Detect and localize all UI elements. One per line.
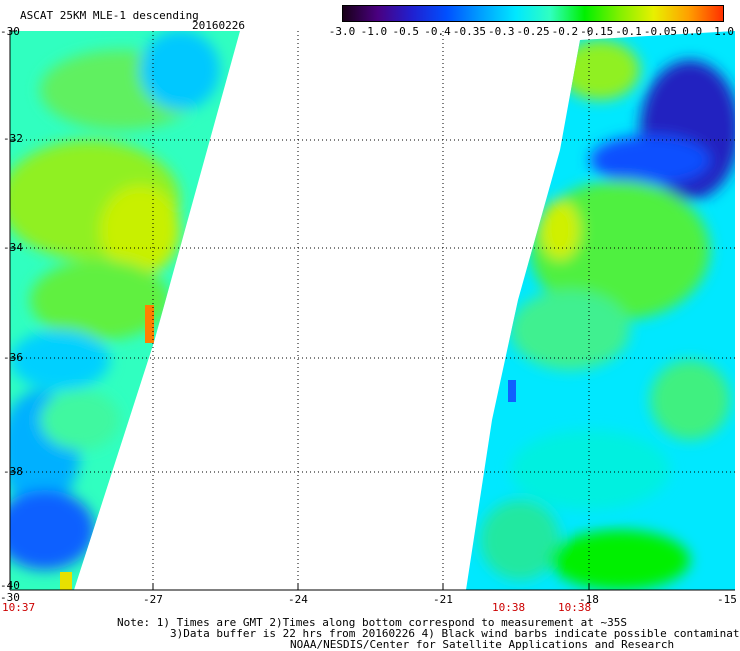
- pass-time-east-1: 10:38: [492, 601, 526, 614]
- note-line-3: NOAA/NESDIS/Center for Satellite Applica…: [290, 638, 675, 651]
- note-line-1: Note: 1) Times are GMT 2)Times along bot…: [117, 616, 627, 629]
- lon-label-27: -27: [143, 593, 163, 606]
- lon-label-18: -18: [579, 593, 599, 606]
- colorbar-label: -0.35: [452, 25, 486, 38]
- colorbar-label: -0.4: [424, 25, 451, 38]
- lat-label-38: -38: [3, 465, 23, 478]
- lon-label-24: -24: [288, 593, 308, 606]
- pass-time-west: 10:37: [2, 601, 36, 614]
- colorbar-label: -0.25: [516, 25, 550, 38]
- lat-label-30: -30: [0, 25, 20, 38]
- pass-time-east-2: 10:38: [558, 601, 592, 614]
- colorbar-label: -0.5: [392, 25, 419, 38]
- colorbar-label: 1.0: [714, 25, 734, 38]
- map-title: ASCAT 25KM MLE-1 descending: [20, 9, 199, 22]
- colorbar-label: -1.0: [360, 25, 388, 38]
- colorbar: [342, 5, 724, 22]
- lon-label-30: -30: [0, 591, 20, 604]
- lat-label-34: -34: [3, 241, 23, 254]
- lon-label-21: -21: [433, 593, 453, 606]
- lat-label-40: -40: [0, 579, 20, 592]
- lat-label-36: -36: [3, 351, 23, 364]
- colorbar-label: -0.05: [643, 25, 677, 38]
- colorbar-label: 0.0: [682, 25, 703, 38]
- lat-label-32: -32: [3, 132, 23, 145]
- west-swath: [10, 31, 240, 590]
- colorbar-label: -0.2: [551, 25, 579, 38]
- colorbar-label: -0.15: [580, 25, 614, 38]
- note-line-2: 3)Data buffer is 22 hrs from 20160226 4)…: [170, 627, 740, 640]
- map-date: 20160226: [192, 19, 245, 32]
- lon-label-15: -15: [717, 593, 737, 606]
- colorbar-label: -0.3: [487, 25, 515, 38]
- east-swath: [466, 31, 735, 590]
- colorbar-label: -3.0: [328, 25, 356, 38]
- graticule: [10, 31, 735, 590]
- colorbar-label: -0.1: [615, 25, 642, 38]
